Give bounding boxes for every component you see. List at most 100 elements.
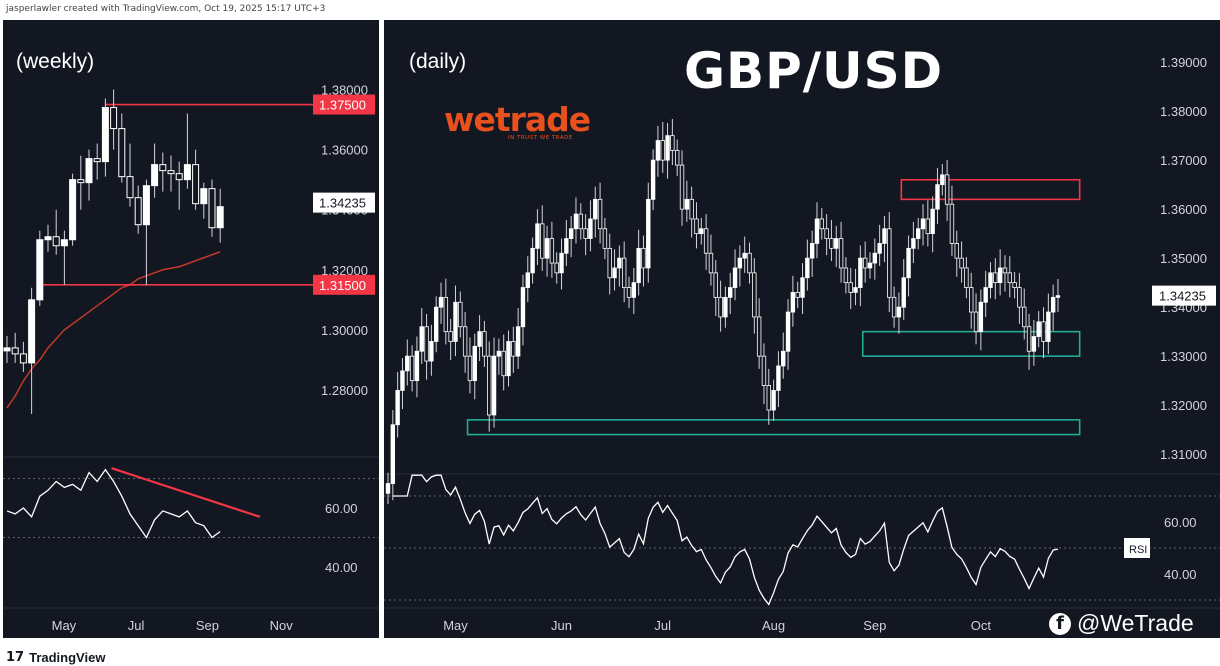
daily-chart-panel[interactable]: 1.31000 1.32000 1.33000 1.34000 1.35000 1.360… xyxy=(384,20,1220,638)
daily-candle-body xyxy=(515,326,521,357)
daily-ytick-label: 1.37000 xyxy=(1160,153,1207,168)
daily-candle-body xyxy=(395,390,400,426)
weekly-candle-body xyxy=(69,179,77,241)
support-level-label: 1.31500 xyxy=(319,278,366,293)
weekly-candle-body xyxy=(44,236,52,241)
daily-ytick-label: 1.32000 xyxy=(1160,398,1207,413)
daily-candle-body xyxy=(438,296,444,308)
daily-candle-body xyxy=(824,228,829,239)
daily-candle-body xyxy=(901,277,906,308)
daily-candle-body xyxy=(641,247,646,269)
daily-candle-body xyxy=(491,355,497,416)
tradingview-logo-icon: 17 xyxy=(6,650,25,665)
daily-chart-svg: 1.310001.320001.330001.340001.350001.360… xyxy=(384,55,1220,633)
daily-ytick-label: 1.38000 xyxy=(1160,104,1207,119)
daily-candle-body xyxy=(520,287,526,328)
daily-candle-body xyxy=(1036,321,1041,337)
weekly-candle-body xyxy=(216,206,224,229)
daily-candle-body xyxy=(983,287,988,303)
daily-candle-body xyxy=(477,331,482,347)
chart-title: GBP/USD xyxy=(684,42,944,100)
tradingview-footer: 17 TradingView xyxy=(6,650,105,665)
daily-candle-body xyxy=(487,355,492,416)
support-zone xyxy=(861,330,1081,357)
daily-candle-body xyxy=(896,306,902,318)
weekly-chart-panel[interactable]: 1.280001.300001.320001.340001.360001.380… xyxy=(3,20,379,638)
weekly-xtick-label: Jul xyxy=(128,618,145,633)
daily-candle-body xyxy=(626,287,632,298)
daily-candle-body xyxy=(472,345,477,382)
daily-candle-body xyxy=(766,385,771,411)
daily-candle-body xyxy=(1046,311,1051,342)
weekly-candle-body xyxy=(110,107,118,130)
daily-candle-body xyxy=(506,341,511,377)
daily-candle-body xyxy=(535,223,540,249)
support-level-badge xyxy=(313,274,375,295)
daily-candle-body xyxy=(814,218,820,244)
daily-candle-body xyxy=(891,296,897,318)
daily-rsi-line xyxy=(392,474,1059,606)
weekly-candle-body xyxy=(60,239,68,247)
daily-candle-body xyxy=(607,247,612,279)
daily-candle-body xyxy=(800,277,805,298)
daily-candle-body xyxy=(390,424,396,484)
daily-xtick-label: Jul xyxy=(654,618,671,633)
daily-candle-body xyxy=(631,282,637,298)
weekly-candle-body xyxy=(36,239,44,301)
daily-candle-body xyxy=(434,306,439,342)
weekly-ytick-label: 1.32000 xyxy=(321,263,368,278)
daily-candle-body xyxy=(453,301,458,342)
daily-candle-body xyxy=(679,164,685,210)
daily-candle-body xyxy=(867,262,873,269)
daily-candle-body xyxy=(443,296,449,333)
daily-candle-body xyxy=(1041,321,1046,342)
weekly-candle-body xyxy=(200,188,208,205)
daily-candle-body xyxy=(597,198,603,230)
tradingview-brand: TradingView xyxy=(29,650,106,665)
weekly-ma-line xyxy=(6,251,221,409)
weekly-last-price-badge xyxy=(313,192,375,213)
daily-candle-body xyxy=(405,355,410,372)
daily-label: (daily) xyxy=(409,50,467,73)
weekly-candle-body xyxy=(101,107,109,163)
daily-candle-body xyxy=(400,370,405,391)
weekly-candle-body xyxy=(167,170,175,175)
daily-candle-body xyxy=(646,198,651,269)
creator-note: jasperlawler created with TradingView.co… xyxy=(6,4,326,14)
daily-candle-body xyxy=(882,228,887,244)
daily-candle-body xyxy=(906,247,911,279)
daily-xtick-label: Aug xyxy=(762,618,785,633)
daily-candle-body xyxy=(564,238,569,254)
weekly-candle-body xyxy=(192,164,200,205)
daily-last-price-label: 1.34235 xyxy=(1159,289,1206,304)
daily-candle-body xyxy=(969,287,974,313)
weekly-label: (weekly) xyxy=(16,50,95,73)
weekly-ytick-label: 1.36000 xyxy=(321,143,368,158)
daily-rsi-ytick-label: 60.00 xyxy=(1164,515,1197,530)
weekly-candle-body xyxy=(93,158,101,163)
daily-candle-body xyxy=(573,213,579,230)
daily-rsi-badge xyxy=(1124,538,1150,558)
daily-candle-body xyxy=(501,350,506,377)
daily-candle-body xyxy=(1017,287,1022,308)
daily-candle-body xyxy=(713,272,718,298)
daily-xtick-label: Sep xyxy=(863,618,886,633)
daily-candle-body xyxy=(925,218,931,235)
daily-candle-body xyxy=(964,267,969,288)
daily-candle-body xyxy=(809,243,815,259)
daily-candle-body xyxy=(935,184,940,210)
daily-rsi-label: RSI xyxy=(1129,544,1147,556)
daily-candle-body xyxy=(858,257,863,288)
daily-candle-body xyxy=(930,208,935,235)
daily-candle-body xyxy=(699,228,704,235)
daily-candle-body xyxy=(593,198,598,220)
weekly-candle-body xyxy=(85,158,93,184)
daily-candle-body xyxy=(496,350,502,357)
weekly-candle-body xyxy=(77,179,85,184)
weekly-xtick-label: Sep xyxy=(196,618,219,633)
daily-candle-body xyxy=(525,272,530,288)
daily-candle-body xyxy=(944,174,950,205)
weekly-rsi-line xyxy=(6,468,221,539)
daily-candle-body xyxy=(993,272,998,284)
daily-candle-body xyxy=(670,135,675,151)
